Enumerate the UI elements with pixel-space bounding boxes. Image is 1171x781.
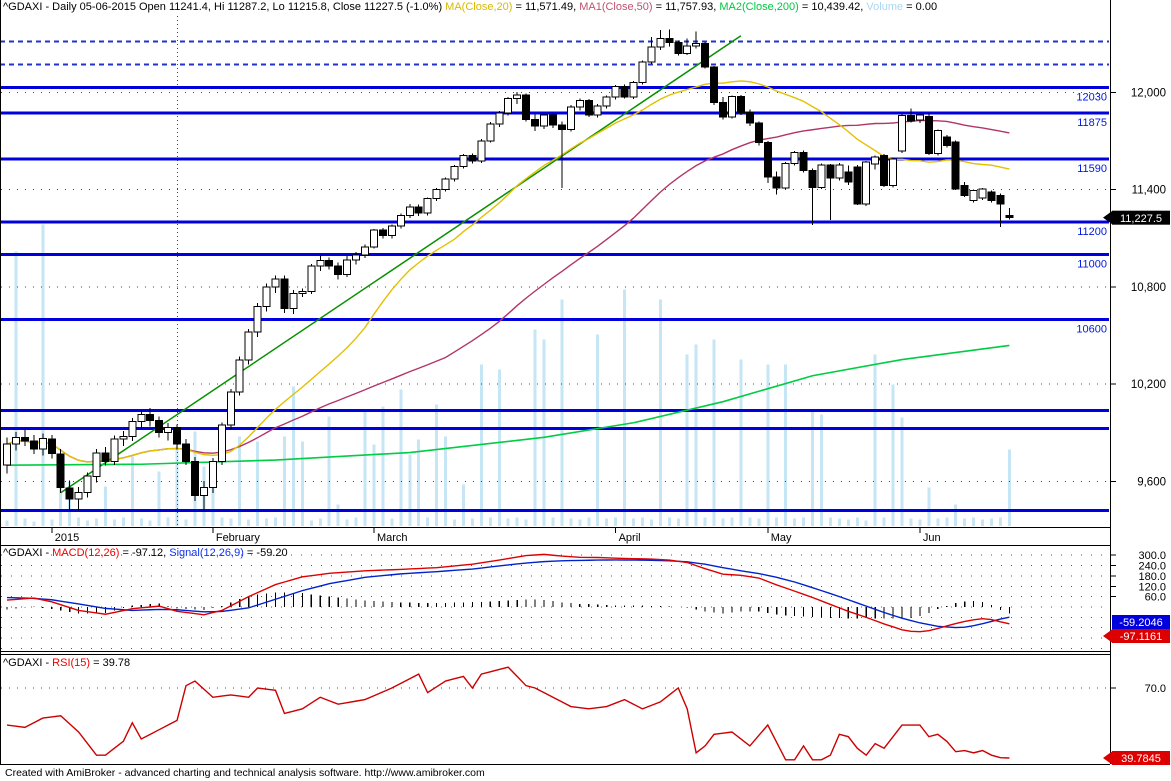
title-segment: = -97.12, bbox=[119, 547, 170, 559]
price-axis-label: 9,600 bbox=[1137, 476, 1166, 488]
level-label: 11875 bbox=[1077, 117, 1107, 129]
title-segment: ^GDAXI - bbox=[3, 547, 53, 559]
rsi-axis-label: 70.0 bbox=[1145, 683, 1166, 695]
rsi-panel bbox=[1, 666, 1109, 761]
title-segment: MA1(Close,50) bbox=[579, 1, 653, 13]
macd-value-marker: -97.1161 bbox=[1103, 629, 1170, 643]
svg-text:-97.1161: -97.1161 bbox=[1120, 631, 1163, 643]
title-segment: MA(Close,20) bbox=[445, 1, 513, 13]
level-label: 11590 bbox=[1077, 163, 1107, 175]
macd-signal-marker: -59.2046 bbox=[1112, 615, 1170, 629]
title-segment: = 10,439.42, bbox=[798, 1, 867, 13]
svg-text:39.7845: 39.7845 bbox=[1121, 753, 1161, 765]
level-label: 12030 bbox=[1076, 92, 1107, 104]
title-segment: ^GDAXI - Daily 05-06-2015 Open 11241.4, … bbox=[3, 1, 446, 13]
svg-text:11,227.5: 11,227.5 bbox=[1120, 213, 1162, 225]
volume-bars bbox=[5, 224, 1011, 526]
month-label: April bbox=[619, 532, 641, 544]
title-segment: RSI(15) bbox=[52, 657, 91, 669]
main-price-panel bbox=[1, 16, 1109, 526]
rsi-line bbox=[6, 666, 1010, 761]
trendline bbox=[60, 35, 742, 494]
candlestick-layer bbox=[3, 29, 1014, 511]
title-segment: ^GDAXI - bbox=[3, 657, 53, 669]
ma200-line bbox=[6, 344, 1010, 467]
month-label: February bbox=[216, 532, 261, 544]
level-label: 11000 bbox=[1077, 259, 1107, 271]
month-label: March bbox=[377, 532, 408, 544]
month-label: Jun bbox=[923, 532, 941, 544]
title-segment: = -59.20 bbox=[243, 547, 288, 559]
title-segment: MACD(12,26) bbox=[52, 547, 120, 559]
macd-axis-label: 120.0 bbox=[1138, 581, 1166, 593]
price-axis-label: 11,400 bbox=[1132, 185, 1166, 197]
title-segment: = 39.78 bbox=[90, 657, 131, 669]
title-segment: MA2(Close,200) bbox=[719, 1, 799, 13]
title-segment: = 11,571.49, bbox=[512, 1, 580, 13]
title-segment: Volume bbox=[866, 1, 904, 13]
title-segment: Signal(12,26,9) bbox=[169, 547, 244, 559]
macd-axis-label: 240.0 bbox=[1138, 561, 1166, 573]
level-label: 10600 bbox=[1076, 323, 1107, 335]
svg-text:-59.2046: -59.2046 bbox=[1119, 617, 1162, 629]
title-segment: = 0.00 bbox=[903, 1, 938, 13]
main-chart-title: ^GDAXI - Daily 05-06-2015 Open 11241.4, … bbox=[3, 1, 937, 14]
macd-axis-label: 60.0 bbox=[1145, 592, 1166, 604]
footer-credit: Created with AmiBroker - advanced charti… bbox=[5, 767, 485, 779]
macd-axis-label: 300.0 bbox=[1138, 550, 1166, 562]
macd-panel-title: ^GDAXI - MACD(12,26) = -97.12, Signal(12… bbox=[3, 547, 288, 560]
level-label: 11200 bbox=[1077, 226, 1107, 238]
macd-histogram bbox=[6, 592, 1011, 619]
title-segment: = 11,757.93, bbox=[652, 1, 720, 13]
month-label: May bbox=[771, 532, 792, 544]
macd-axis-label: 180.0 bbox=[1138, 571, 1166, 583]
macd-line bbox=[6, 553, 1010, 633]
price-axis-label: 10,800 bbox=[1131, 282, 1166, 294]
ma20-line bbox=[6, 80, 1010, 463]
rsi-value-marker: 39.7845 bbox=[1103, 751, 1170, 765]
last-price-marker: 11,227.5 bbox=[1103, 210, 1170, 225]
date-axis: 2015 February March April May Jun bbox=[51, 528, 941, 544]
month-label: 2015 bbox=[55, 532, 79, 544]
price-axis-label: 12,000 bbox=[1131, 88, 1166, 100]
macd-panel bbox=[1, 553, 1109, 649]
signal-line bbox=[6, 559, 1010, 629]
rsi-panel-title: ^GDAXI - RSI(15) = 39.78 bbox=[3, 657, 130, 670]
price-axis-label: 10,200 bbox=[1131, 379, 1166, 391]
